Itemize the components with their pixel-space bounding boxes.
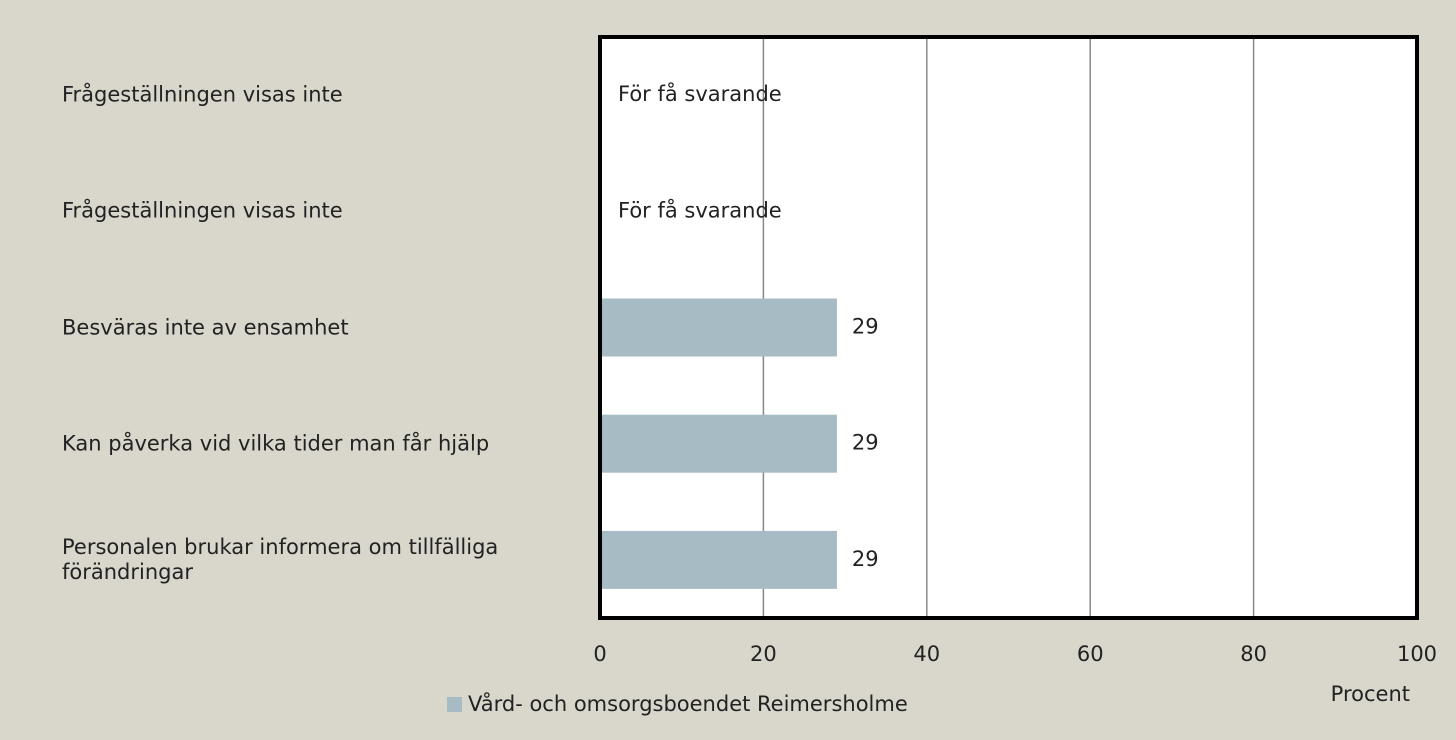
bar: [600, 298, 837, 357]
x-tick-label: 40: [913, 642, 940, 666]
plot-border: [598, 35, 1419, 620]
bar: [600, 530, 837, 589]
value-label: För få svarande: [618, 81, 782, 106]
x-axis-label: Procent: [1331, 682, 1410, 706]
y-tick-label: Besväras inte av ensamhet: [62, 315, 349, 339]
value-label: 29: [852, 547, 879, 571]
x-tick-label: 100: [1397, 642, 1437, 666]
value-label: 29: [852, 315, 879, 339]
legend-swatch: [447, 697, 462, 712]
x-tick-label: 60: [1077, 642, 1104, 666]
bar: [600, 414, 837, 473]
y-tick-label: Kan påverka vid vilka tider man får hjäl…: [62, 431, 490, 456]
y-tick-label: Frågeställningen visas inte: [62, 198, 343, 223]
y-tick-label: Frågeställningen visas inte: [62, 82, 343, 107]
value-label: 29: [852, 431, 879, 455]
legend-label: Vård- och omsorgsboendet Reimersholme: [468, 691, 908, 716]
value-label: För få svarande: [618, 197, 782, 222]
x-tick-label: 0: [593, 642, 606, 666]
x-tick-label: 20: [750, 642, 777, 666]
x-tick-label: 80: [1240, 642, 1267, 666]
y-tick-label: Personalen brukar informera om tillfälli…: [62, 534, 499, 584]
